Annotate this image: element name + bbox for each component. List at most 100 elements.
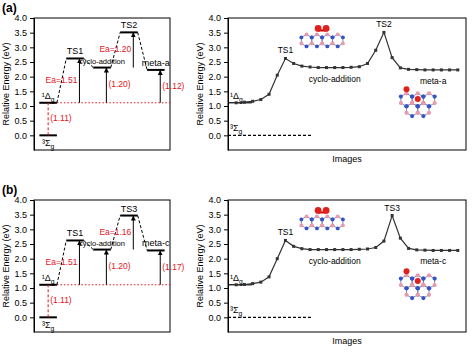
y-tick-mark bbox=[224, 91, 228, 92]
image-point bbox=[350, 248, 353, 251]
reference-line bbox=[39, 284, 170, 285]
y-tick-label: 0.0 bbox=[208, 313, 221, 323]
inset-atom bbox=[421, 95, 425, 99]
y-tick: 0.0 bbox=[208, 313, 228, 323]
level-label: TS3 bbox=[121, 204, 138, 214]
gap-label: (1.17) bbox=[162, 262, 184, 272]
gap-label: (1.11) bbox=[50, 113, 72, 123]
energy-gap bbox=[133, 216, 134, 250]
image-point bbox=[415, 248, 418, 251]
inset-atom bbox=[325, 45, 329, 49]
inset-atom bbox=[433, 95, 437, 99]
image-point bbox=[268, 93, 271, 96]
y-tick-mark bbox=[224, 273, 228, 274]
inset-atom bbox=[320, 42, 324, 46]
inset-atom bbox=[320, 36, 324, 40]
y-tick-label: 0.5 bbox=[208, 116, 221, 126]
y-tick-label: 1.5 bbox=[14, 87, 27, 97]
inset-atom bbox=[331, 36, 335, 40]
y-tick: 1.0 bbox=[208, 101, 228, 111]
y-tick: 1.0 bbox=[208, 283, 228, 293]
inset-atom bbox=[310, 36, 314, 40]
y-tick: 0.0 bbox=[14, 313, 34, 323]
image-point bbox=[448, 249, 451, 252]
level-label: TS2 bbox=[121, 20, 138, 30]
path-label: cyclo-addition bbox=[309, 256, 361, 266]
path-label: cyclo-addition bbox=[309, 74, 361, 84]
reference-label: ³Σg bbox=[230, 305, 243, 318]
inset-atom bbox=[416, 286, 420, 290]
y-axis-title: Relative Energy (eV) bbox=[195, 224, 205, 307]
y-tick: 0.5 bbox=[208, 116, 228, 126]
inset-atom bbox=[331, 42, 335, 46]
level-label: meta-a bbox=[142, 58, 170, 68]
y-tick: 4.0 bbox=[208, 13, 228, 23]
y-tick-label: 3.5 bbox=[14, 28, 27, 38]
y-tick-label: 3.0 bbox=[14, 225, 27, 235]
plot-frame bbox=[228, 200, 466, 332]
y-tick: 4.0 bbox=[14, 13, 34, 23]
inset-atom bbox=[305, 227, 309, 231]
y-tick-label: 2.0 bbox=[14, 254, 27, 264]
panel-label: (a) bbox=[2, 1, 17, 15]
inset-atom bbox=[421, 101, 425, 105]
image-point bbox=[382, 240, 385, 243]
inset-atom bbox=[410, 283, 414, 287]
y-tick-mark bbox=[224, 121, 228, 122]
inset-atom bbox=[320, 218, 324, 222]
image-point bbox=[456, 68, 459, 71]
inset-atom bbox=[341, 218, 345, 222]
y-tick-mark bbox=[30, 91, 34, 92]
image-point bbox=[333, 66, 336, 69]
gap-label: Ea=1.51 bbox=[46, 257, 78, 267]
inset-atom bbox=[310, 224, 314, 228]
inset-atom bbox=[416, 111, 420, 115]
energy-level bbox=[120, 215, 138, 217]
y-tick-mark bbox=[224, 135, 228, 136]
y-tick-mark bbox=[30, 303, 34, 304]
inset-atom bbox=[325, 33, 329, 37]
inset-atom bbox=[299, 224, 303, 228]
y-tick-label: 2.0 bbox=[14, 72, 27, 82]
image-point bbox=[243, 283, 246, 286]
y-tick-label: 1.0 bbox=[14, 283, 27, 293]
inset-atom bbox=[404, 286, 408, 290]
y-tick-label: 2.5 bbox=[14, 239, 27, 249]
y-tick-label: 4.0 bbox=[208, 13, 221, 23]
image-point bbox=[423, 249, 426, 252]
inset-atom bbox=[320, 224, 324, 228]
y-tick-label: 4.0 bbox=[208, 195, 221, 205]
inset-atom bbox=[331, 218, 335, 222]
inset-atom bbox=[427, 286, 431, 290]
inset-atom bbox=[336, 33, 340, 37]
y-tick-mark bbox=[224, 77, 228, 78]
y-tick-mark bbox=[224, 62, 228, 63]
inset-atom bbox=[404, 86, 410, 92]
y-tick: 2.5 bbox=[208, 239, 228, 249]
plot-frame bbox=[34, 18, 170, 150]
image-point bbox=[259, 98, 262, 101]
y-tick-label: 3.5 bbox=[208, 28, 221, 38]
reference-label: ¹Δg bbox=[230, 273, 243, 286]
inset-atom bbox=[315, 33, 319, 37]
inset-atom bbox=[305, 45, 309, 49]
inset-atom bbox=[410, 277, 414, 281]
y-tick-mark bbox=[224, 215, 228, 216]
inset-atom bbox=[299, 42, 303, 46]
y-tick-label: 1.0 bbox=[14, 101, 27, 111]
y-tick-label: 0.5 bbox=[14, 298, 27, 308]
inset-atom bbox=[421, 277, 425, 281]
inset-atom bbox=[323, 207, 330, 214]
level-label: cyclo-addition bbox=[79, 57, 125, 66]
inset-atom bbox=[421, 101, 425, 105]
image-point bbox=[415, 68, 418, 71]
inset-atom bbox=[399, 277, 403, 281]
image-point bbox=[350, 66, 353, 69]
y-tick: 3.0 bbox=[208, 225, 228, 235]
level-label: ¹Δg bbox=[42, 91, 55, 104]
image-point bbox=[440, 68, 443, 71]
gap-label: (1.20) bbox=[108, 79, 130, 89]
inset-atom bbox=[399, 283, 403, 287]
inset-atom bbox=[325, 227, 329, 231]
inset-atom bbox=[404, 286, 408, 290]
